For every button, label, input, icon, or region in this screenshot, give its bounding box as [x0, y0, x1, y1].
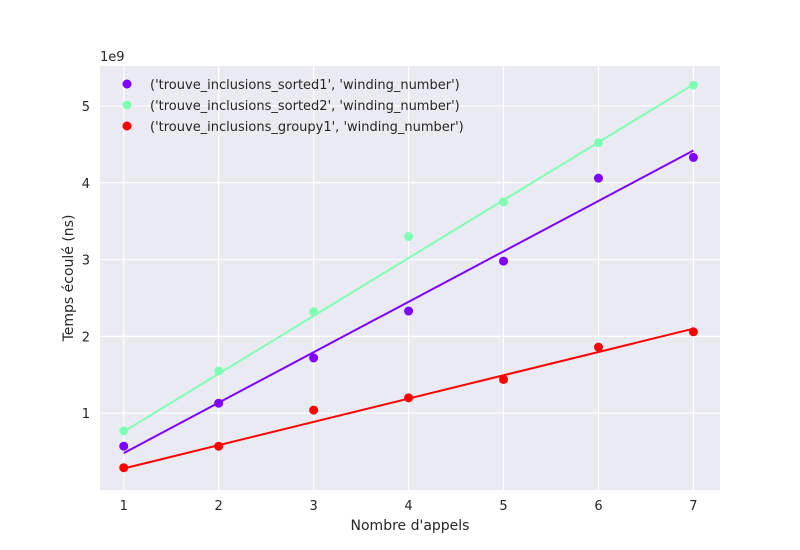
- point-series-3: [119, 463, 129, 473]
- y-tick-label: 3: [82, 254, 90, 269]
- x-tick-label: 3: [309, 499, 317, 514]
- point-series-1: [404, 306, 414, 316]
- y-tick-labels: 1 2 3 4 5: [82, 100, 90, 422]
- point-series-3: [309, 405, 319, 415]
- y-axis-label: Temps écoulé (ns): [61, 215, 77, 343]
- legend-marker: [122, 79, 132, 89]
- point-series-3: [404, 393, 414, 403]
- point-series-2: [309, 307, 319, 317]
- point-series-3: [499, 374, 509, 384]
- legend-label: ('trouve_inclusions_sorted2', 'winding_n…: [150, 99, 460, 114]
- x-tick-label: 5: [499, 499, 507, 514]
- y-tick-label: 1: [82, 407, 90, 422]
- point-series-2: [214, 366, 224, 376]
- point-series-2: [688, 80, 698, 90]
- legend-marker: [122, 100, 132, 110]
- x-tick-label: 7: [689, 499, 697, 514]
- y-scale-label: 1e9: [100, 50, 125, 65]
- plot-area: [100, 66, 720, 490]
- x-tick-label: 1: [120, 499, 128, 514]
- point-series-3: [688, 327, 698, 337]
- legend-marker: [122, 121, 132, 131]
- y-tick-label: 4: [82, 177, 90, 192]
- point-series-1: [688, 152, 698, 162]
- x-tick-label: 4: [404, 499, 412, 514]
- x-axis-label: Nombre d'appels: [351, 518, 470, 534]
- legend-label: ('trouve_inclusions_sorted1', 'winding_n…: [150, 78, 460, 93]
- point-series-2: [593, 138, 603, 148]
- point-series-1: [593, 173, 603, 183]
- y-tick-label: 2: [82, 330, 90, 345]
- point-series-1: [309, 353, 319, 363]
- legend-label: ('trouve_inclusions_groupy1', 'winding_n…: [150, 120, 464, 135]
- point-series-2: [404, 232, 414, 242]
- point-series-2: [499, 197, 509, 207]
- point-series-2: [119, 426, 129, 436]
- point-series-1: [119, 441, 129, 451]
- point-series-1: [214, 398, 224, 408]
- data-points: [119, 80, 698, 473]
- x-tick-label: 6: [594, 499, 602, 514]
- point-series-3: [593, 342, 603, 352]
- grid: [100, 66, 720, 490]
- point-series-1: [499, 256, 509, 266]
- x-tick-label: 2: [215, 499, 223, 514]
- legend: ('trouve_inclusions_sorted1', 'winding_n…: [122, 78, 464, 135]
- point-series-3: [214, 441, 224, 451]
- y-tick-label: 5: [82, 100, 90, 115]
- x-tick-labels: 1 2 3 4 5 6 7: [120, 499, 698, 514]
